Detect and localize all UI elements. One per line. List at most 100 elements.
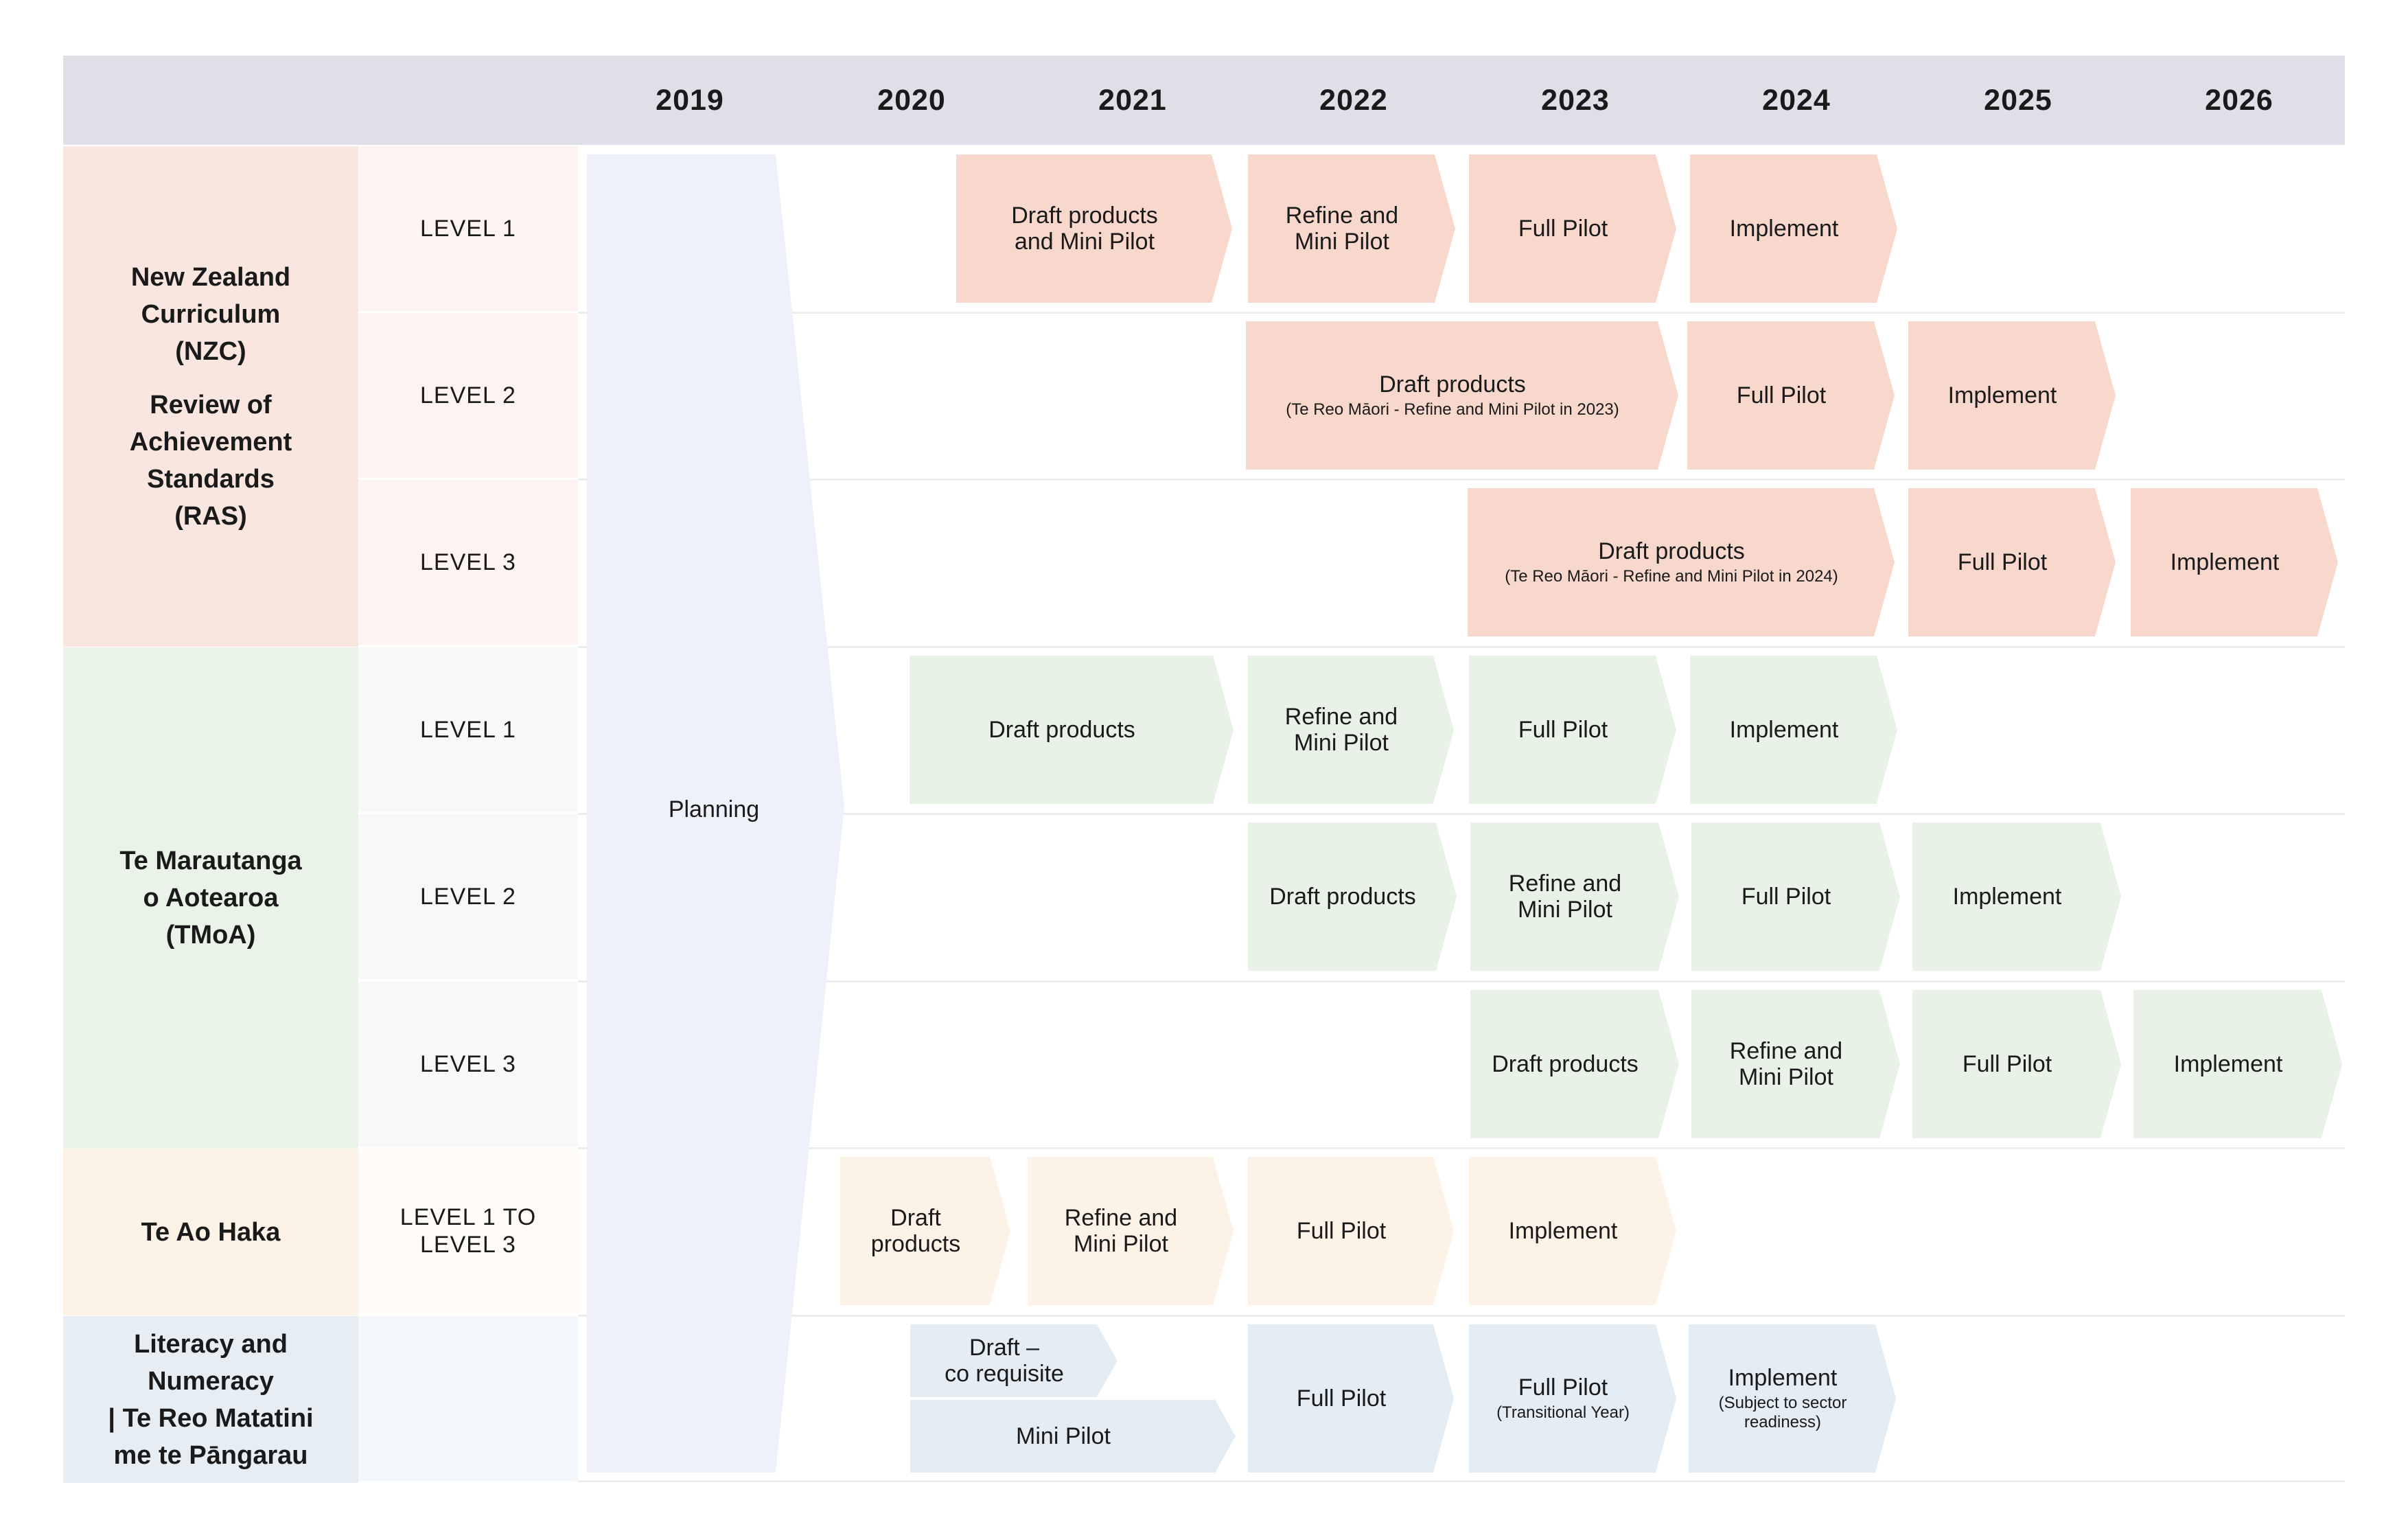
row-divider [578, 312, 2345, 314]
phase-label: Implement [1728, 1365, 1838, 1391]
phase-note: (Subject to sector readiness) [1718, 1394, 1847, 1431]
level-cell: LEVEL 2 [358, 313, 578, 478]
phase-chevron-full-pilot: Full Pilot [1248, 1324, 1454, 1473]
phase-chevron-full-pilot: Full Pilot [1469, 656, 1676, 804]
phase-chevron-full-pilot: Full Pilot [1248, 1157, 1454, 1305]
year-label-2024: 2024 [1762, 83, 1831, 117]
year-label-2026: 2026 [2205, 83, 2273, 117]
year-label-2021: 2021 [1098, 83, 1167, 117]
phase-label: Full Pilot [1518, 1374, 1608, 1401]
phase-label: Draft products [1269, 884, 1416, 910]
phase-chevron-refine-and-mini-pilot: Refine and Mini Pilot [1028, 1157, 1234, 1305]
phase-label: Implement [1947, 382, 2057, 408]
phase-chevron-implement: Implement [1469, 1157, 1676, 1305]
row-divider [578, 1147, 2345, 1149]
phase-chevron-implement: Implement [1690, 154, 1897, 303]
phase-chevron-full-pilot: Full Pilot [1908, 488, 2116, 636]
level-cell: LEVEL 1 TO LEVEL 3 [358, 1149, 578, 1313]
phase-label: Draft products [988, 717, 1135, 743]
phase-chevron-implement: Implement [1908, 321, 2116, 470]
phase-label: Implement [2170, 549, 2280, 575]
group-tmoa: Te Marautanga o Aotearoa (TMoA) [63, 647, 358, 1149]
group-title: Literacy and Numeracy | Te Reo Matatini … [108, 1329, 314, 1470]
row-divider [578, 980, 2345, 982]
level-cell: LEVEL 1 [358, 146, 578, 311]
group-lit: Literacy and Numeracy | Te Reo Matatini … [63, 1316, 358, 1483]
phase-chevron-refine-and-mini-pilot: Refine and Mini Pilot [1248, 656, 1454, 804]
row-divider [578, 1480, 2345, 1482]
phase-label: Full Pilot [1296, 1385, 1387, 1412]
phase-label: Mini Pilot [1016, 1423, 1111, 1449]
row-divider [578, 646, 2345, 648]
phase-chevron-implement: Implement (Subject to sector readiness) [1689, 1324, 1896, 1473]
phase-label: Implement [1508, 1218, 1618, 1244]
group-subtitle: Review of Achievement Standards (RAS) [129, 390, 292, 531]
phase-chevron-refine-and-mini-pilot: Refine and Mini Pilot [1691, 990, 1900, 1138]
phase-chevron-refine-and-mini-pilot: Refine and Mini Pilot [1248, 154, 1455, 303]
phase-chevron-full-pilot: Full Pilot [1691, 822, 1900, 971]
planning-label: Planning [668, 796, 760, 822]
phase-label: Implement [1729, 717, 1839, 743]
row-divider [578, 813, 2345, 815]
level-cell [358, 1316, 578, 1481]
phase-label: Draft products [870, 1205, 961, 1257]
group-nzc: New Zealand Curriculum (NZC) Review of Ac… [63, 146, 358, 647]
year-label-2019: 2019 [656, 83, 724, 117]
phase-label: Full Pilot [1736, 382, 1827, 408]
phase-chevron-draft-co-requisite: Draft – co requisite [910, 1324, 1118, 1397]
year-label-2025: 2025 [1984, 83, 2052, 117]
year-label-2023: 2023 [1541, 83, 1610, 117]
phase-chevron-draft-products: Draft products [910, 656, 1234, 804]
phase-chevron-refine-and-mini-pilot: Refine and Mini Pilot [1470, 822, 1679, 971]
phase-chevron-draft-products: Draft products [1470, 990, 1679, 1138]
phase-chevron-implement: Implement [2133, 990, 2342, 1138]
phase-label: Full Pilot [1296, 1218, 1387, 1244]
phase-chevron-draft-products: Draft products [840, 1157, 1010, 1305]
level-cell: LEVEL 2 [358, 814, 578, 979]
year-label-2022: 2022 [1319, 83, 1388, 117]
phase-label: Draft – co requisite [945, 1335, 1064, 1387]
phase-label: Draft products [1492, 1051, 1639, 1077]
row-divider [578, 479, 2345, 481]
group-title: New Zealand Curriculum (NZC) [130, 262, 291, 366]
group-haka: Te Ao Haka [63, 1149, 358, 1315]
year-label-2020: 2020 [877, 83, 946, 117]
planning-block [587, 154, 844, 1473]
phase-chevron-draft-products: Draft products (Te Reo Māori - Refine and… [1246, 321, 1678, 470]
phase-chevron-full-pilot: Full Pilot (Transitional Year) [1469, 1324, 1676, 1473]
phase-chevron-draft-products: Draft products [1248, 822, 1457, 971]
phase-note: (Te Reo Māori - Refine and Mini Pilot in… [1505, 567, 1838, 586]
phase-chevron-implement: Implement [1690, 656, 1897, 804]
row-divider [578, 1315, 2345, 1317]
phase-chevron-full-pilot: Full Pilot [1687, 321, 1895, 470]
phase-chevron-draft-products-and-mini-pilot: Draft products and Mini Pilot [956, 154, 1232, 303]
phase-chevron-full-pilot: Full Pilot [1469, 154, 1676, 303]
phase-note: (Transitional Year) [1496, 1403, 1630, 1422]
phase-label: Full Pilot [1957, 549, 2048, 575]
phase-label: Full Pilot [1741, 884, 1831, 910]
phase-label: Full Pilot [1518, 717, 1608, 743]
phase-label: Refine and Mini Pilot [1064, 1205, 1178, 1257]
phase-label: Refine and Mini Pilot [1284, 704, 1398, 756]
phase-label: Implement [2173, 1051, 2283, 1077]
level-cell: LEVEL 3 [358, 480, 578, 645]
year-header-band [63, 56, 2345, 145]
group-title: Te Marautanga o Aotearoa (TMoA) [119, 847, 302, 949]
phase-chevron-implement: Implement [2131, 488, 2338, 636]
phase-chevron-implement: Implement [1912, 822, 2121, 971]
level-cell: LEVEL 1 [358, 647, 578, 812]
phase-label: Refine and Mini Pilot [1285, 203, 1399, 255]
phase-note: (Te Reo Māori - Refine and Mini Pilot in… [1286, 400, 1619, 419]
phase-label: Draft products and Mini Pilot [1011, 203, 1158, 255]
phase-label: Refine and Mini Pilot [1729, 1038, 1843, 1090]
phase-label: Draft products [1598, 538, 1745, 564]
phase-chevron-draft-products: Draft products (Te Reo Māori - Refine and… [1468, 488, 1895, 636]
level-cell: LEVEL 3 [358, 982, 578, 1147]
phase-label: Refine and Mini Pilot [1508, 871, 1622, 923]
phase-label: Full Pilot [1518, 216, 1608, 242]
phase-label: Full Pilot [1962, 1051, 2052, 1077]
phase-label: Implement [1952, 884, 2062, 910]
group-title: Te Ao Haka [141, 1217, 281, 1247]
phase-chevron-full-pilot: Full Pilot [1912, 990, 2121, 1138]
